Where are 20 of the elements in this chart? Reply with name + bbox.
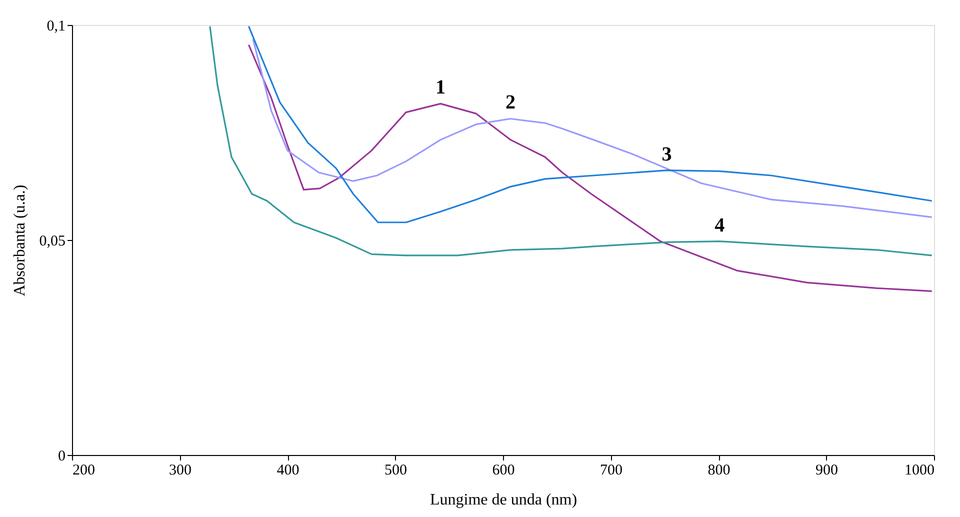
series-label: 4 — [714, 214, 725, 236]
series-label: 1 — [436, 76, 446, 99]
x-tick-label: 400 — [276, 462, 300, 478]
line-series — [209, 25, 933, 256]
x-tick-label: 800 — [708, 462, 730, 478]
y-tick-label: 0,1 — [46, 18, 66, 34]
x-tick-label: 1000 — [904, 462, 934, 478]
x-tick-label: 300 — [169, 462, 192, 478]
x-tick-label: 600 — [492, 462, 515, 478]
y-axis-title: Absorbanta (u.a.) — [11, 184, 28, 296]
line-series — [248, 44, 933, 292]
x-tick-label: 200 — [72, 462, 95, 478]
y-tick-label: 0 — [58, 448, 66, 464]
x-tick-label: 500 — [384, 462, 407, 478]
series-label: 3 — [662, 143, 672, 166]
x-tick-label: 900 — [816, 462, 838, 478]
series-label: 2 — [506, 92, 516, 114]
x-tick-label: 700 — [600, 462, 622, 478]
x-axis-title: Lungime de unda (nm) — [430, 492, 578, 508]
y-tick-label: 0,05 — [39, 234, 66, 250]
